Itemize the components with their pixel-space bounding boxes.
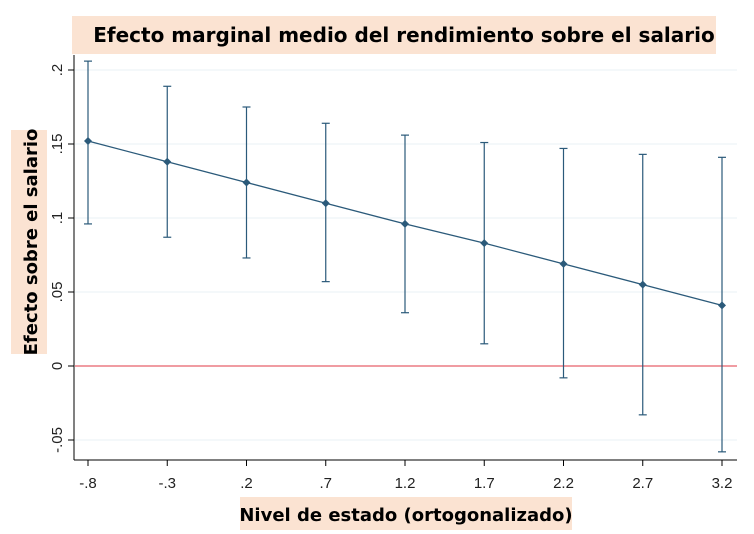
y-axis-title: Efecto sobre el salario: [21, 129, 42, 356]
x-tick-label-0: -.8: [79, 475, 97, 492]
x-tick-label-5: 1.7: [474, 475, 495, 492]
data-point-7: [638, 280, 647, 289]
x-axis-title: Nivel de estado (ortogonalizado): [239, 505, 572, 526]
data-point-1: [163, 157, 172, 166]
y-axis-title-box: [11, 130, 47, 354]
data-point-6: [559, 259, 568, 268]
x-axis-title-box: [240, 497, 572, 530]
y-tick-label-5: .2: [49, 64, 66, 77]
y-tick-label-4: .15: [49, 134, 66, 155]
chart-title: Efecto marginal medio del rendimiento so…: [93, 23, 715, 47]
x-tick-label-1: -.3: [158, 475, 176, 492]
x-tick-label-3: .7: [319, 475, 332, 492]
x-tick-label-2: .2: [240, 475, 253, 492]
data-point-5: [480, 239, 489, 248]
y-tick-label-0: -.05: [49, 427, 66, 453]
data-point-3: [321, 199, 330, 208]
y-tick-label-2: .05: [49, 282, 66, 303]
x-tick-label-4: 1.2: [395, 475, 416, 492]
data-point-2: [242, 178, 251, 187]
x-tick-label-6: 2.2: [553, 475, 574, 492]
data-point-8: [718, 301, 726, 310]
x-tick-label-7: 2.7: [632, 475, 653, 492]
data-point-0: [84, 137, 92, 146]
x-tick-label-8: 3.2: [712, 475, 733, 492]
title-box: [72, 16, 716, 54]
y-tick-label-1: 0: [49, 362, 66, 370]
data-point-4: [401, 219, 409, 228]
y-tick-label-3: .1: [49, 212, 66, 225]
plot-area: -.05 0 .05 .1 .15 .2 -.8 -.3 .2 .7 1.2 1.7 2.2 2.7 3.2: [49, 55, 737, 492]
